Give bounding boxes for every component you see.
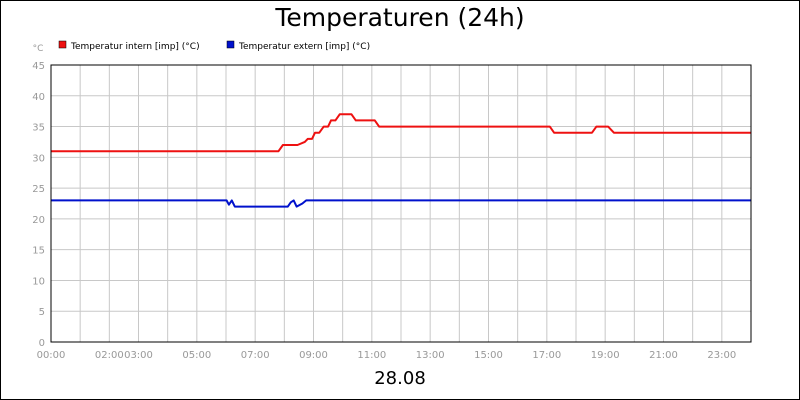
y-tick-label: 30 (32, 153, 45, 164)
legend-label-intern: Temperatur intern [imp] (°C) (70, 42, 200, 52)
x-tick-label: 07:00 (241, 350, 270, 361)
y-tick-label: 0 (39, 338, 45, 349)
x-tick-label: 11:00 (357, 350, 386, 361)
x-tick-label: 13:00 (416, 350, 445, 361)
y-axis-unit-label: °C (33, 44, 44, 54)
x-tick-label: 19:00 (591, 350, 620, 361)
series-line-extern (51, 199, 751, 208)
legend-swatch-extern (226, 40, 235, 49)
y-tick-label: 5 (39, 307, 45, 318)
chart-title: Temperaturen (24h) (275, 3, 525, 32)
y-tick-label: 40 (32, 92, 45, 103)
plot-area-frame (50, 64, 752, 343)
y-tick-label: 10 (32, 276, 45, 287)
y-tick-label: 20 (32, 215, 45, 226)
x-tick-label: 02:00 (95, 350, 124, 361)
x-tick-label: 03:00 (124, 350, 153, 361)
y-tick-label: 25 (32, 184, 45, 195)
series-line-intern (51, 113, 751, 153)
x-tick-label: 15:00 (474, 350, 503, 361)
x-tick-label: 23:00 (707, 350, 736, 361)
legend-label-extern: Temperatur extern [imp] (°C) (238, 42, 370, 52)
x-tick-label: 05:00 (182, 350, 211, 361)
y-tick-label: 35 (32, 123, 45, 134)
x-tick-label: 21:00 (649, 350, 678, 361)
legend-swatch-intern (58, 40, 67, 49)
x-tick-label: 00:00 (37, 350, 66, 361)
x-axis-date-label: 28.08 (374, 368, 426, 389)
x-tick-label: 09:00 (299, 350, 328, 361)
y-tick-label: 15 (32, 246, 45, 257)
y-tick-label: 45 (32, 61, 45, 72)
x-tick-label: 17:00 (532, 350, 561, 361)
